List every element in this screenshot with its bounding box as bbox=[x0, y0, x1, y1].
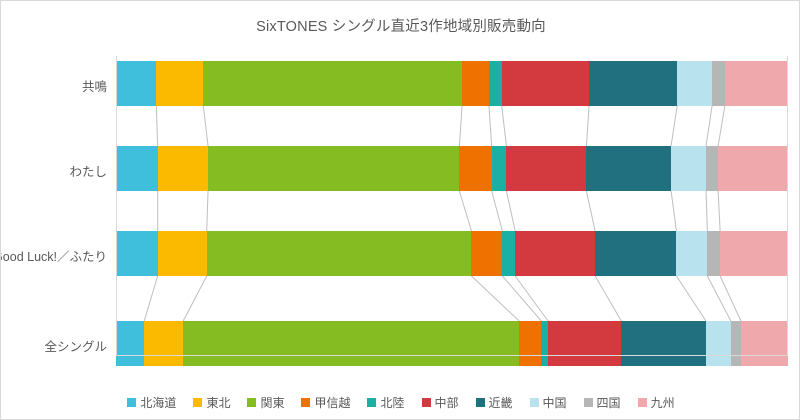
legend-item-甲信越[interactable]: 甲信越 bbox=[301, 394, 350, 411]
bar-segment-北海道[interactable] bbox=[116, 231, 158, 276]
legend-label: 北海道 bbox=[140, 396, 177, 410]
bar-segment-北陸[interactable] bbox=[491, 146, 507, 191]
legend-swatch-icon bbox=[529, 398, 539, 407]
legend-label: 甲信越 bbox=[314, 396, 351, 410]
bar-segment-北陸[interactable] bbox=[488, 61, 502, 106]
bar-segment-北海道[interactable] bbox=[116, 321, 145, 366]
bar-row[interactable] bbox=[116, 321, 788, 366]
bar-segment-東北[interactable] bbox=[144, 321, 184, 366]
bar-segment-近畿[interactable] bbox=[586, 146, 672, 191]
legend-label: 四国 bbox=[596, 396, 621, 410]
legend-label: 近畿 bbox=[488, 396, 513, 410]
bar-segment-中部[interactable] bbox=[515, 231, 596, 276]
bar-segment-中国[interactable] bbox=[705, 321, 731, 366]
legend-label: 北陸 bbox=[380, 396, 405, 410]
bar-segment-九州[interactable] bbox=[724, 61, 788, 106]
legend-swatch-icon bbox=[193, 398, 203, 407]
legend-item-関東[interactable]: 関東 bbox=[247, 394, 284, 411]
bar-segment-中部[interactable] bbox=[501, 61, 590, 106]
y-axis-label-3: 全シングル bbox=[44, 339, 107, 354]
legend-item-近畿[interactable]: 近畿 bbox=[475, 394, 513, 411]
bar-segment-関東[interactable] bbox=[183, 321, 520, 366]
legend-swatch-icon bbox=[475, 398, 485, 407]
bar-segment-東北[interactable] bbox=[156, 61, 204, 106]
bar-segment-中国[interactable] bbox=[677, 61, 713, 106]
bar-segment-中国[interactable] bbox=[671, 146, 706, 191]
bar-segment-九州[interactable] bbox=[740, 321, 788, 366]
bar-segment-甲信越[interactable] bbox=[459, 146, 492, 191]
legend-label: 関東 bbox=[260, 396, 285, 410]
legend-item-東北[interactable]: 東北 bbox=[193, 394, 230, 411]
bar-segment-中部[interactable] bbox=[506, 146, 587, 191]
bar-segment-四国[interactable] bbox=[730, 321, 741, 366]
legend-item-四国[interactable]: 四国 bbox=[583, 394, 621, 411]
legend-swatch-icon bbox=[301, 398, 311, 407]
legend-swatch-icon bbox=[367, 398, 377, 407]
bar-segment-関東[interactable] bbox=[203, 61, 463, 106]
bar-segment-四国[interactable] bbox=[707, 231, 721, 276]
legend-swatch-icon bbox=[583, 398, 593, 407]
bar-segment-北陸[interactable] bbox=[502, 231, 516, 276]
bar-segment-近畿[interactable] bbox=[589, 61, 678, 106]
bar-row[interactable] bbox=[116, 231, 788, 276]
legend-swatch-icon bbox=[247, 398, 257, 407]
chart-title: SixTONES シングル直近3作地域別販売動向 bbox=[256, 19, 546, 35]
legend-item-中国[interactable]: 中国 bbox=[529, 394, 567, 411]
bar-segment-甲信越[interactable] bbox=[462, 61, 489, 106]
bar-segment-関東[interactable] bbox=[206, 231, 472, 276]
bar-segment-四国[interactable] bbox=[705, 146, 719, 191]
bar-segment-甲信越[interactable] bbox=[471, 231, 503, 276]
bar-segment-甲信越[interactable] bbox=[519, 321, 542, 366]
legend-swatch-icon bbox=[637, 398, 647, 407]
bar-segment-中部[interactable] bbox=[548, 321, 622, 366]
bar-segment-中国[interactable] bbox=[676, 231, 708, 276]
bar-segment-近畿[interactable] bbox=[621, 321, 706, 366]
bar-segment-関東[interactable] bbox=[208, 146, 460, 191]
legend-label: 中国 bbox=[542, 396, 567, 410]
legend-item-中部[interactable]: 中部 bbox=[421, 394, 459, 411]
y-axis-label-0: 共鳴 bbox=[81, 79, 107, 94]
bar-segment-東北[interactable] bbox=[157, 231, 207, 276]
bar-segment-東北[interactable] bbox=[157, 146, 209, 191]
bar-segment-北海道[interactable] bbox=[116, 146, 158, 191]
legend-item-九州[interactable]: 九州 bbox=[637, 394, 675, 411]
chart-legend: 北海道 東北 関東 甲信越 北陸 中部 近畿 中国 四国 九州 bbox=[1, 394, 799, 411]
bar-segment-北海道[interactable] bbox=[116, 61, 157, 106]
legend-item-北海道[interactable]: 北海道 bbox=[127, 394, 176, 411]
bar-segment-九州[interactable] bbox=[718, 146, 788, 191]
y-axis-label-1: わたし bbox=[69, 164, 107, 179]
bar-segment-九州[interactable] bbox=[720, 231, 788, 276]
plot-area bbox=[116, 56, 788, 366]
bar-row[interactable] bbox=[116, 146, 788, 191]
legend-swatch-icon bbox=[127, 398, 137, 407]
bar-row[interactable] bbox=[116, 61, 788, 106]
bar-segment-四国[interactable] bbox=[712, 61, 725, 106]
bar-segment-北陸[interactable] bbox=[541, 321, 549, 366]
legend-label: 東北 bbox=[206, 396, 231, 410]
legend-swatch-icon bbox=[421, 398, 431, 407]
legend-item-北陸[interactable]: 北陸 bbox=[367, 394, 405, 411]
y-axis-label-2: Good Luck!／ふたり bbox=[0, 249, 107, 264]
legend-label: 九州 bbox=[650, 396, 675, 410]
legend-label: 中部 bbox=[434, 396, 459, 410]
bar-segment-近畿[interactable] bbox=[595, 231, 677, 276]
